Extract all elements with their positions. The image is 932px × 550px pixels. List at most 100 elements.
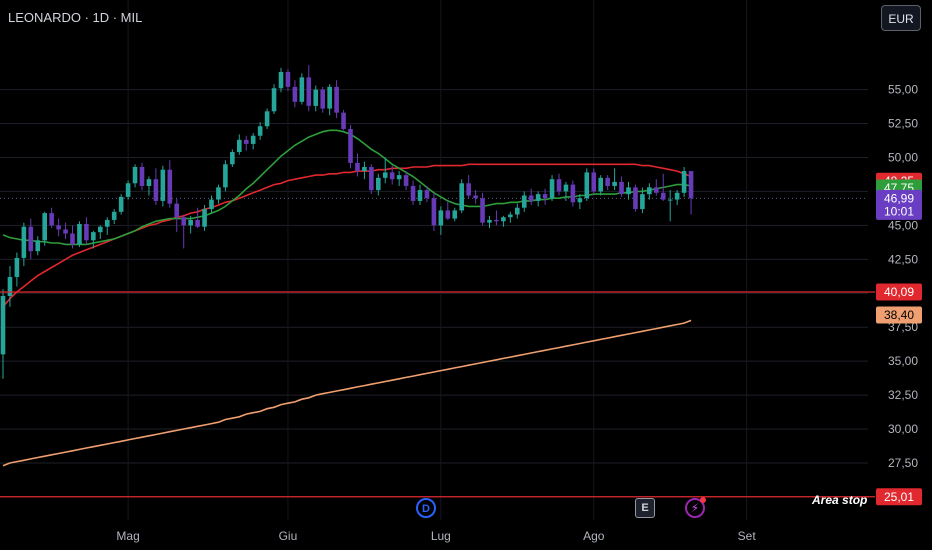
y-tick-label: 35,00 <box>888 354 918 368</box>
candle-body <box>681 171 687 193</box>
y-tick-label: 52,50 <box>888 117 918 131</box>
candle <box>292 80 298 108</box>
candle <box>202 205 207 231</box>
candle <box>98 225 103 239</box>
candle-body <box>77 224 82 245</box>
candle-body <box>299 77 305 102</box>
price-tag-text: 46,99 <box>884 191 914 205</box>
candle-body <box>598 177 603 192</box>
candle-body <box>570 184 576 203</box>
y-tick-label: 55,00 <box>888 83 918 97</box>
candle-body <box>271 88 277 112</box>
dividend-event-icon[interactable]: D <box>416 498 436 518</box>
currency-button[interactable]: EUR <box>881 5 921 31</box>
flash-event-icon[interactable]: ⚡ <box>685 497 706 518</box>
candle <box>431 192 437 231</box>
candle-body <box>362 166 367 172</box>
candle <box>334 80 339 119</box>
candle <box>591 168 597 195</box>
candle <box>403 171 409 191</box>
candle <box>438 206 444 235</box>
candle <box>0 289 6 379</box>
candle <box>327 84 332 116</box>
candle <box>633 184 638 212</box>
candle-body <box>445 210 451 219</box>
candle-body <box>410 185 416 201</box>
candle-body <box>556 179 562 192</box>
candle <box>104 217 110 235</box>
candle-body <box>146 179 152 186</box>
candle <box>549 175 555 201</box>
hline-price-tag-box <box>876 283 922 301</box>
candle-body <box>111 211 117 220</box>
candle <box>605 175 610 191</box>
candle <box>153 168 159 206</box>
candle-body <box>125 183 131 197</box>
candle <box>313 85 319 112</box>
candle-body <box>70 233 75 245</box>
horizontal-lines <box>0 291 875 498</box>
candle-body <box>542 194 548 199</box>
candle <box>63 222 68 239</box>
ma-slow-line <box>2 319 692 467</box>
candle <box>528 188 534 206</box>
candle <box>389 165 395 185</box>
candle-body <box>139 166 145 186</box>
hline-price-tag-text: 25,01 <box>884 490 914 504</box>
price-tag-text: 38,40 <box>884 308 914 322</box>
candle <box>584 168 590 201</box>
candle-body <box>535 194 541 201</box>
candle-body <box>98 226 103 233</box>
candle <box>111 209 117 225</box>
hline-price-tag: 40,09 <box>876 283 922 301</box>
candle <box>7 266 13 307</box>
earnings-event-icon[interactable]: E <box>635 498 655 518</box>
candle-body <box>403 175 409 186</box>
candle-body <box>84 224 89 241</box>
candle <box>501 215 506 227</box>
candle-body <box>501 217 506 222</box>
candle <box>466 175 471 199</box>
candle-body <box>153 179 159 201</box>
price-tag: 38,40 <box>876 306 922 324</box>
candle <box>376 173 381 196</box>
candle <box>417 184 423 206</box>
candle <box>563 181 569 201</box>
candle-body <box>49 213 54 226</box>
candle <box>396 171 402 186</box>
candle-body <box>243 139 249 144</box>
candle-body <box>118 196 124 212</box>
candle <box>278 67 284 93</box>
y-tick-label: 37,50 <box>888 320 918 334</box>
candle-body <box>257 126 263 136</box>
candle-body <box>396 175 402 180</box>
candle <box>195 207 200 229</box>
candle-body <box>348 128 353 163</box>
candle-body <box>487 219 492 223</box>
candle-body <box>508 214 513 218</box>
candle-body <box>688 171 694 199</box>
candle-body <box>292 86 298 102</box>
candle-body <box>563 184 569 192</box>
candle-body <box>424 190 430 199</box>
candle-body <box>230 152 235 165</box>
candle-body <box>341 112 346 129</box>
candle-body <box>654 187 659 193</box>
candle <box>188 215 193 234</box>
candle <box>473 190 478 204</box>
candle-body <box>223 164 228 188</box>
candle <box>508 211 513 223</box>
candle <box>459 179 464 214</box>
candle-body <box>56 225 61 230</box>
candle-body <box>195 219 200 227</box>
candle-body <box>104 219 110 227</box>
candle <box>577 194 583 210</box>
candle-body <box>494 219 499 222</box>
candle-body <box>174 203 180 218</box>
candle-body <box>355 162 360 172</box>
candle <box>362 161 367 180</box>
candle-body <box>674 192 680 200</box>
